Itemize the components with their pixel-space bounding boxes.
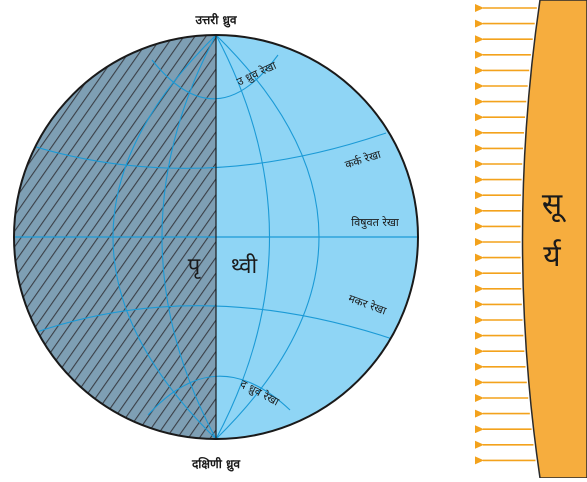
earth-globe: उ ध्रुव रेखा कर्क रेखा विषुवत रेखा मकर र… <box>10 30 418 444</box>
sun-label-bottom: र्य <box>543 239 561 274</box>
equator-label: विषुवत रेखा <box>351 216 399 229</box>
north-pole-label: उत्तरी ध्रुव <box>194 13 237 28</box>
earth-label-right: थ्वी <box>231 253 258 279</box>
south-pole-label: दक्षिणी ध्रुव <box>191 457 241 472</box>
sun: सू र्य <box>523 0 587 478</box>
earth-label-left: पृ <box>188 254 201 279</box>
